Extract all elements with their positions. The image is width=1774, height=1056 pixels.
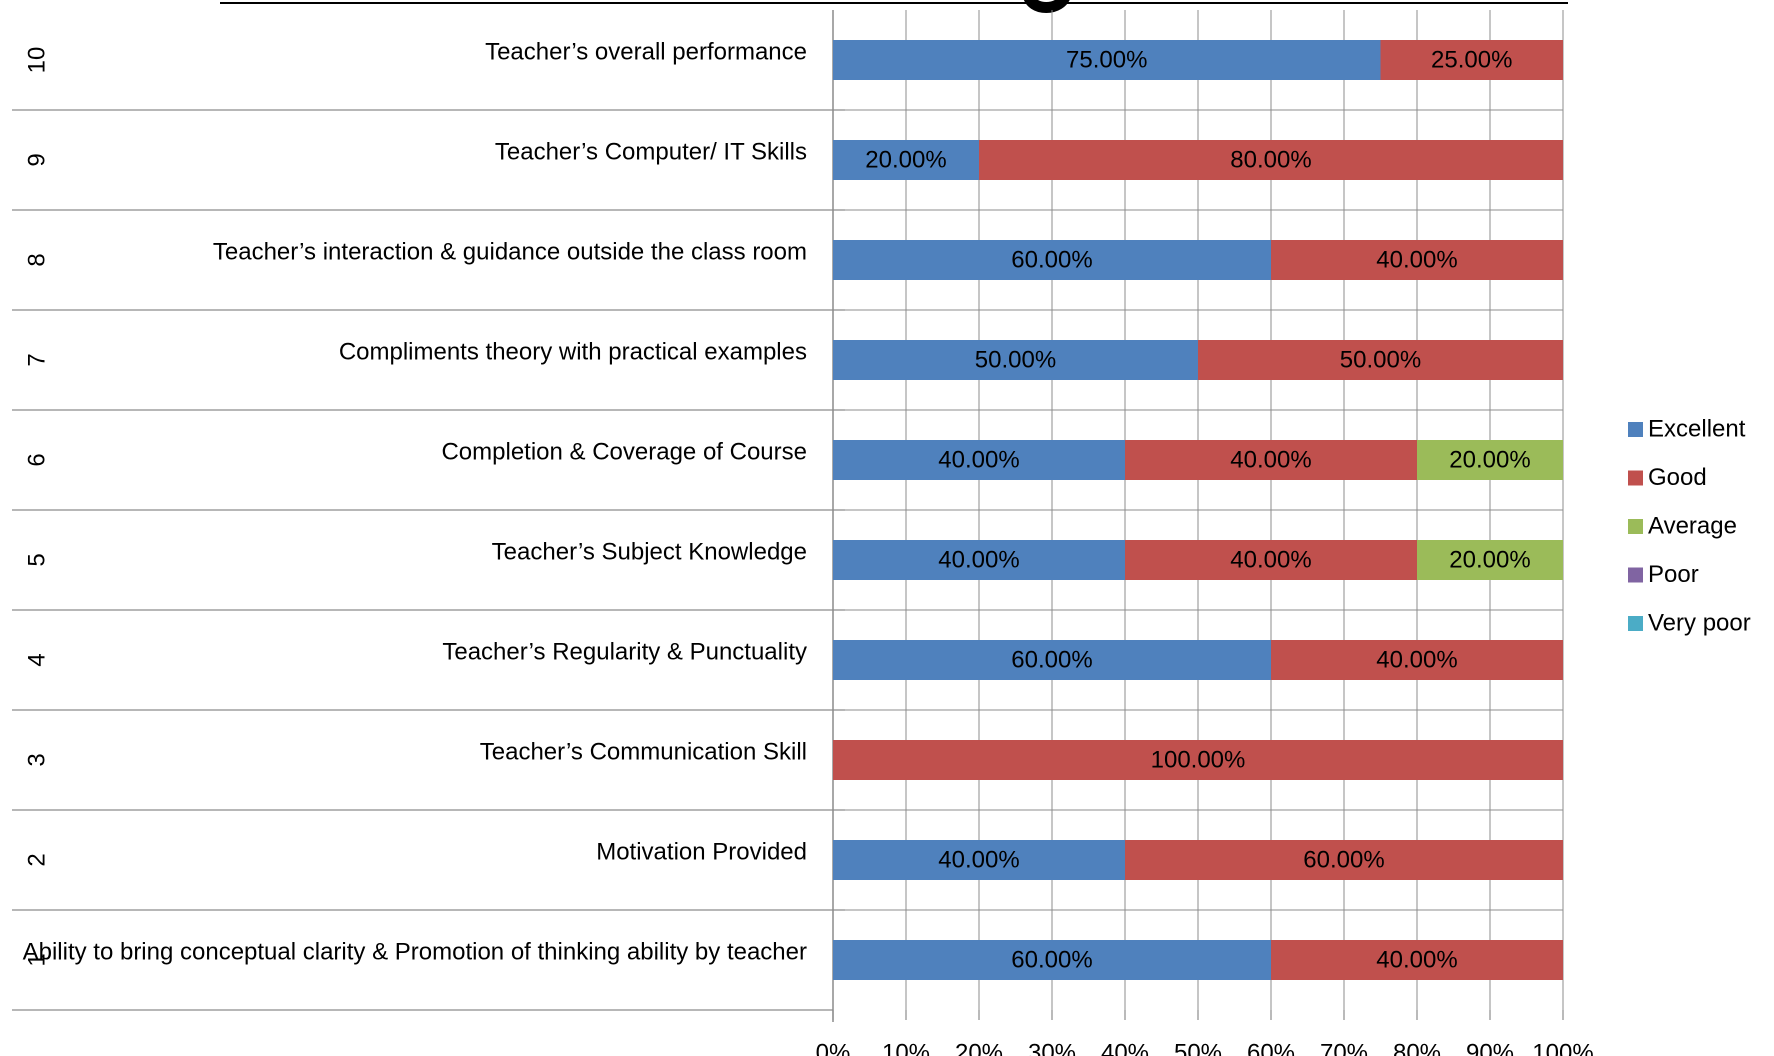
- data-label: 40.00%: [938, 546, 1019, 573]
- category-number: 6: [23, 453, 50, 466]
- x-tick-label: 80%: [1393, 1039, 1441, 1056]
- bars: [833, 40, 1563, 980]
- bar-segment: [1125, 540, 1417, 580]
- data-label: 25.00%: [1431, 46, 1512, 73]
- bar-segment: [1417, 540, 1563, 580]
- bar-segment: [833, 440, 1125, 480]
- category-number: 10: [23, 47, 50, 74]
- category-label: Compliments theory with practical exampl…: [339, 338, 807, 365]
- legend-label: Good: [1648, 464, 1707, 491]
- bar-segment: [833, 40, 1381, 80]
- bar-segment: [979, 140, 1563, 180]
- category-number: 7: [23, 353, 50, 366]
- x-tick-label: 50%: [1174, 1039, 1222, 1056]
- legend-swatch: [1628, 616, 1643, 631]
- x-tick-label: 40%: [1101, 1039, 1149, 1056]
- category-number: 4: [23, 653, 50, 666]
- data-label: 40.00%: [1376, 946, 1457, 973]
- category-number: 1: [23, 953, 50, 966]
- bar-segment: [833, 840, 1125, 880]
- bar-segment: [1271, 940, 1563, 980]
- data-label: 40.00%: [1230, 546, 1311, 573]
- legend-swatch: [1628, 470, 1643, 486]
- data-label: 50.00%: [975, 346, 1056, 373]
- x-tick-label: 70%: [1320, 1039, 1368, 1056]
- x-tick-label: 100%: [1532, 1039, 1593, 1056]
- bar-segment: [833, 240, 1271, 280]
- legend-label: Excellent: [1648, 415, 1746, 442]
- legend-swatch: [1628, 567, 1643, 583]
- bar-segment: [833, 540, 1125, 580]
- category-label: Teacher’s Regularity & Punctuality: [442, 638, 807, 665]
- bar-segment: [833, 140, 979, 180]
- data-label: 40.00%: [1230, 446, 1311, 473]
- bar-segment: [833, 340, 1198, 380]
- category-label: Teacher’s Computer/ IT Skills: [495, 138, 807, 165]
- data-label: 60.00%: [1011, 946, 1092, 973]
- category-number: 9: [23, 153, 50, 166]
- data-label: 40.00%: [938, 446, 1019, 473]
- bar-segment: [1271, 640, 1563, 680]
- bar-segment: [1198, 340, 1563, 380]
- data-label: 20.00%: [1449, 546, 1530, 573]
- category-label: Teacher’s Subject Knowledge: [492, 538, 807, 565]
- bar-segment: [1125, 840, 1563, 880]
- bar-segment: [1417, 440, 1563, 480]
- data-labels: 60.00% 40.00% 40.00% 60.00% 100.00% 60.00% 40.…: [865, 46, 1530, 973]
- category-number: 3: [23, 753, 50, 766]
- bar-segment: [1380, 40, 1563, 80]
- bar-segment: [1271, 240, 1563, 280]
- title-glyph-fragment: [1024, 0, 1070, 13]
- x-tick-label: 30%: [1028, 1039, 1076, 1056]
- category-label: Completion & Coverage of Course: [441, 438, 807, 465]
- x-axis: 0% 10% 20% 30% 40% 50% 60% 70% 80% 90% 100%: [816, 1010, 1594, 1056]
- data-label: 50.00%: [1340, 346, 1421, 373]
- legend-label: Average: [1648, 512, 1737, 539]
- data-label: 60.00%: [1011, 646, 1092, 673]
- category-label: Teacher’s Communication Skill: [480, 738, 807, 765]
- bar-segment: [833, 940, 1271, 980]
- data-label: 100.00%: [1151, 746, 1246, 773]
- data-label: 40.00%: [938, 846, 1019, 873]
- data-label: 60.00%: [1011, 246, 1092, 273]
- data-label: 40.00%: [1376, 246, 1457, 273]
- bar-segment: [833, 640, 1271, 680]
- category-label: Teacher’s overall performance: [485, 38, 807, 65]
- legend-label: Poor: [1648, 561, 1699, 588]
- x-tick-label: 20%: [955, 1039, 1003, 1056]
- data-label: 75.00%: [1066, 46, 1147, 73]
- x-tick-label: 0%: [816, 1039, 851, 1056]
- category-label: Ability to bring conceptual clarity & Pr…: [23, 938, 807, 965]
- category-number: 8: [23, 253, 50, 266]
- x-tick-label: 10%: [882, 1039, 930, 1056]
- legend: Excellent Good Average Poor Very poor: [1628, 415, 1751, 636]
- category-number: 5: [23, 553, 50, 566]
- data-label: 20.00%: [1449, 446, 1530, 473]
- legend-swatch: [1628, 519, 1643, 534]
- bar-segment: [833, 740, 1563, 780]
- x-tick-label: 60%: [1247, 1039, 1295, 1056]
- data-label: 40.00%: [1376, 646, 1457, 673]
- legend-swatch: [1628, 422, 1643, 437]
- x-tick-label: 90%: [1466, 1039, 1514, 1056]
- category-label: Teacher’s interaction & guidance outside…: [213, 238, 807, 265]
- data-label: 60.00%: [1303, 846, 1384, 873]
- data-label: 80.00%: [1230, 146, 1311, 173]
- bar-segment: [1125, 440, 1417, 480]
- data-label: 20.00%: [865, 146, 946, 173]
- category-label: Motivation Provided: [596, 838, 807, 865]
- legend-label: Very poor: [1648, 609, 1751, 636]
- title-fragment: [220, 0, 1568, 13]
- category-number: 2: [23, 853, 50, 866]
